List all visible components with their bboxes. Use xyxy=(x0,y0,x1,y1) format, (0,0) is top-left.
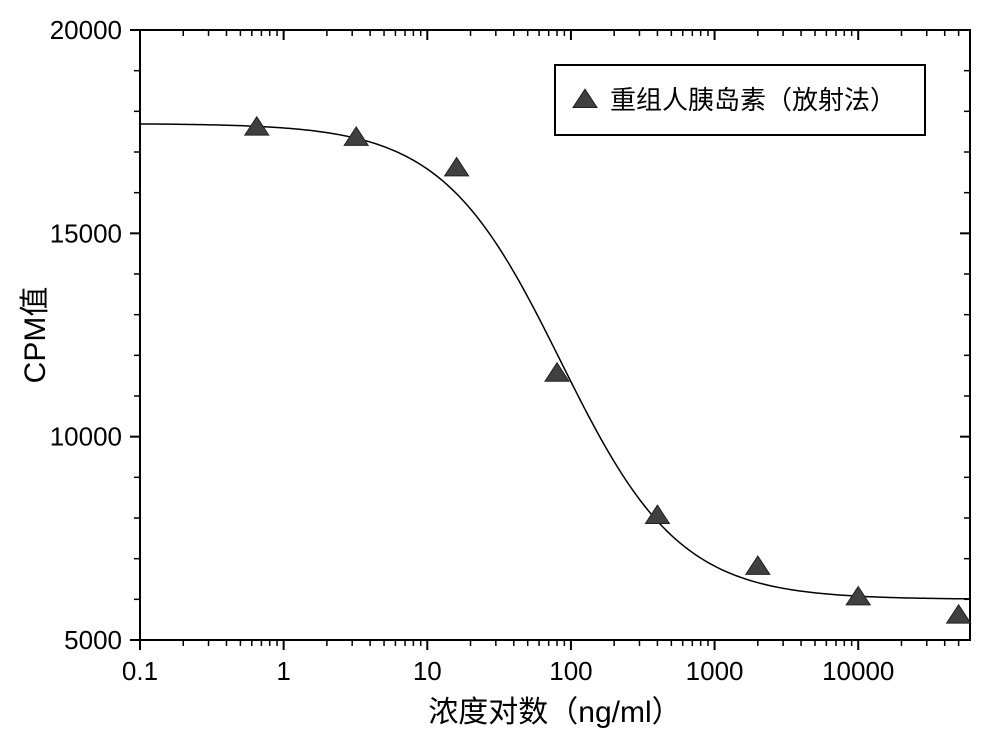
x-tick-label: 10000 xyxy=(822,656,894,686)
legend-marker-icon xyxy=(573,89,597,107)
x-axis-label: 浓度对数（ng/ml） xyxy=(428,696,681,729)
legend-label: 重组人胰岛素（放射法） xyxy=(610,85,896,115)
x-tick-label: 100 xyxy=(549,656,592,686)
data-marker xyxy=(947,605,971,623)
y-tick-label: 15000 xyxy=(50,218,122,248)
x-tick-label: 10 xyxy=(413,656,442,686)
chart-container: { "chart": { "type": "scatter-log", "wid… xyxy=(0,0,1000,750)
y-tick-label: 20000 xyxy=(50,15,122,45)
fit-curve xyxy=(140,124,970,599)
data-marker xyxy=(445,157,469,175)
x-tick-label: 0.1 xyxy=(122,656,158,686)
y-tick-label: 10000 xyxy=(50,422,122,452)
y-tick-label: 5000 xyxy=(64,625,122,655)
x-tick-label: 1000 xyxy=(686,656,744,686)
x-tick-label: 1 xyxy=(276,656,290,686)
y-axis-label: CPM值 xyxy=(19,287,52,384)
data-marker xyxy=(645,505,669,523)
chart-svg: 0.1 1 10 100 1000 10000 5000 10000 15000 20000 浓度对… xyxy=(0,0,1000,750)
data-marker xyxy=(746,556,770,574)
